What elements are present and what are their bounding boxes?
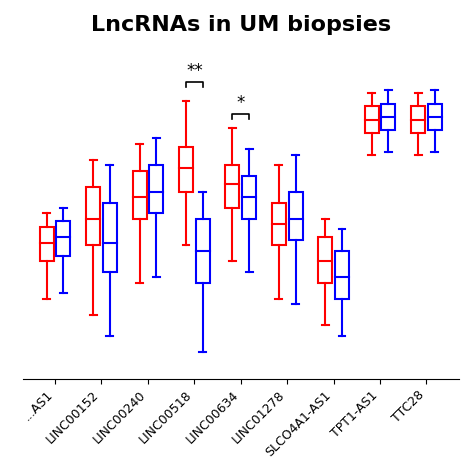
Bar	[335, 251, 349, 299]
Bar	[133, 171, 146, 219]
Bar	[242, 176, 256, 219]
Bar	[411, 107, 425, 133]
Text: **: **	[186, 62, 203, 80]
Title: LncRNAs in UM biopsies: LncRNAs in UM biopsies	[91, 15, 391, 35]
Bar	[40, 227, 54, 261]
Bar	[428, 104, 442, 130]
Bar	[179, 146, 193, 192]
Text: *: *	[237, 94, 245, 112]
Bar	[86, 187, 100, 246]
Bar	[365, 107, 379, 133]
Bar	[289, 192, 302, 240]
Bar	[103, 202, 117, 272]
Bar	[56, 221, 70, 256]
Bar	[149, 165, 163, 213]
Bar	[382, 104, 395, 130]
Bar	[226, 165, 239, 208]
Bar	[272, 202, 286, 246]
Bar	[196, 219, 210, 283]
Bar	[319, 237, 332, 283]
